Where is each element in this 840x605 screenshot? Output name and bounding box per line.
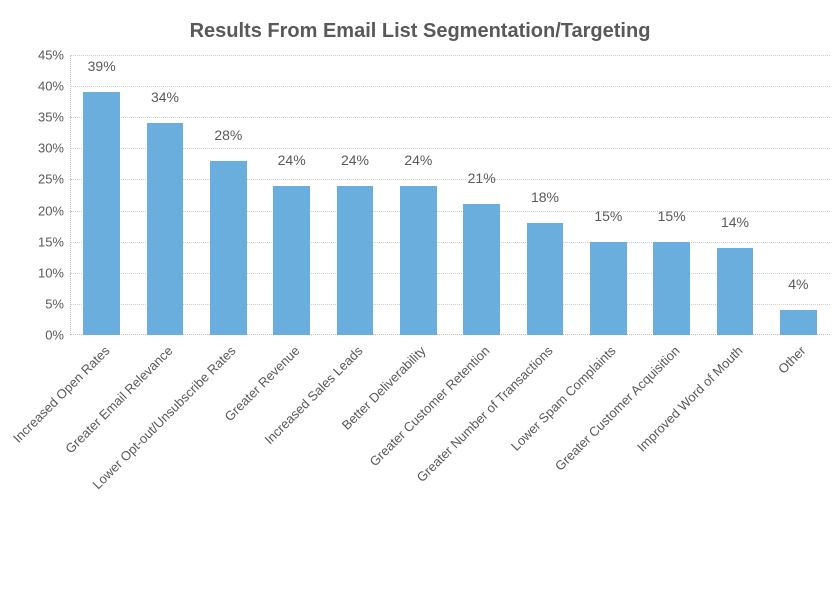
value-label: 14% (721, 214, 749, 230)
y-tick-label: 5% (45, 296, 70, 311)
y-tick-label: 25% (38, 172, 70, 187)
bar (653, 242, 690, 335)
gridline (70, 86, 830, 87)
bar (147, 123, 184, 335)
value-label: 4% (788, 276, 808, 292)
y-tick-label: 35% (38, 110, 70, 125)
value-label: 15% (658, 208, 686, 224)
bar (590, 242, 627, 335)
category-label: Greater Customer Acquisition (552, 343, 683, 474)
bar (83, 92, 120, 335)
value-label: 24% (278, 152, 306, 168)
gridline (70, 148, 830, 149)
category-label: Greater Email Relevance (62, 343, 175, 456)
gridline (70, 242, 830, 243)
value-label: 24% (341, 152, 369, 168)
gridline (70, 55, 830, 56)
gridline (70, 211, 830, 212)
bar (717, 248, 754, 335)
bar (400, 186, 437, 335)
value-label: 21% (468, 170, 496, 186)
y-tick-label: 0% (45, 328, 70, 343)
chart-title: Results From Email List Segmentation/Tar… (0, 20, 840, 43)
bar (527, 223, 564, 335)
value-label: 15% (594, 208, 622, 224)
value-label: 34% (151, 89, 179, 105)
bar-chart: Results From Email List Segmentation/Tar… (0, 0, 840, 605)
plot-area: 0%5%10%15%20%25%30%35%40%45%39%Increased… (70, 55, 830, 335)
gridline (70, 117, 830, 118)
y-tick-label: 30% (38, 141, 70, 156)
bar (273, 186, 310, 335)
bar (463, 204, 500, 335)
y-tick-label: 45% (38, 48, 70, 63)
value-label: 28% (214, 127, 242, 143)
category-label: Other (775, 343, 809, 377)
y-tick-label: 20% (38, 203, 70, 218)
value-label: 18% (531, 189, 559, 205)
bar (337, 186, 374, 335)
category-label: Greater Customer Retention (366, 343, 492, 469)
category-label: Lower Opt-out/Unsubscribe Rates (90, 343, 239, 492)
y-tick-label: 40% (38, 79, 70, 94)
bar (780, 310, 817, 335)
y-axis-line (70, 55, 71, 335)
category-label: Greater Number of Transactions (414, 343, 556, 485)
gridline (70, 179, 830, 180)
category-label: Lower Spam Complaints (508, 343, 619, 454)
category-label: Improved Word of Mouth (634, 343, 746, 455)
value-label: 24% (404, 152, 432, 168)
y-tick-label: 15% (38, 234, 70, 249)
y-tick-label: 10% (38, 265, 70, 280)
value-label: 39% (88, 58, 116, 74)
bar (210, 161, 247, 335)
